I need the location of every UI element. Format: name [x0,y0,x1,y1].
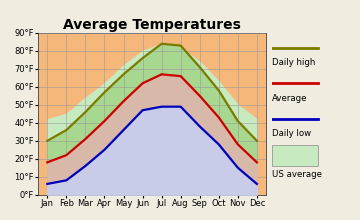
Text: Average: Average [272,94,307,103]
Text: Daily low: Daily low [272,129,311,138]
Text: Daily high: Daily high [272,58,315,67]
Text: US average: US average [272,170,322,179]
FancyBboxPatch shape [272,145,318,166]
Title: Average Temperatures: Average Temperatures [63,18,241,32]
